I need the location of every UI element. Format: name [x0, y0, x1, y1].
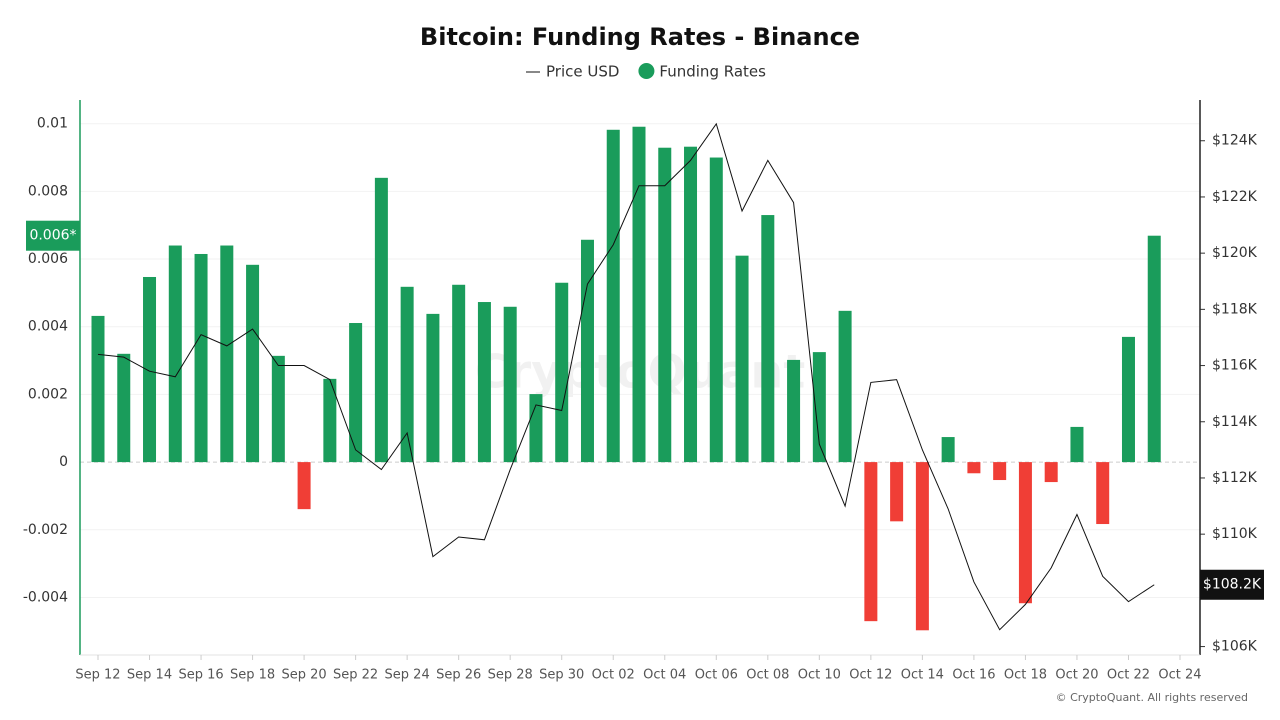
bar [787, 359, 801, 463]
bar [117, 353, 131, 463]
x-tick-label: Sep 24 [385, 668, 430, 683]
bar [503, 306, 517, 463]
bar [967, 462, 981, 474]
y2-tick-label: $112K [1212, 470, 1258, 486]
bar [993, 462, 1007, 481]
bar [761, 215, 775, 463]
x-tick-label: Sep 30 [539, 668, 584, 683]
bar [1121, 336, 1135, 463]
y2-tick-label: $120K [1212, 245, 1258, 261]
bar [709, 157, 723, 463]
bar [1018, 462, 1032, 604]
y-tick-label: 0 [59, 454, 68, 470]
bar [838, 310, 852, 463]
footer: © CryptoQuant. All rights reserved [1056, 691, 1248, 704]
bar [452, 284, 466, 463]
bar [246, 264, 260, 463]
y-tick-label: 0.008 [28, 183, 68, 199]
bar [684, 146, 698, 463]
x-tick-label: Oct 08 [746, 668, 789, 683]
bar [400, 286, 414, 463]
bar [1096, 462, 1110, 525]
bar [915, 462, 929, 631]
x-tick-label: Sep 26 [436, 668, 481, 683]
y2-tick-label: $114K [1212, 414, 1258, 430]
x-tick-label: Sep 18 [230, 668, 275, 683]
bar [735, 255, 749, 463]
bar [658, 147, 672, 463]
bar [580, 239, 594, 463]
bar [297, 462, 311, 510]
bar [168, 245, 182, 463]
y2-tick-label: $110K [1212, 526, 1258, 542]
chart-title: Bitcoin: Funding Rates - Binance [420, 23, 860, 51]
bar [812, 352, 826, 463]
x-tick-label: Oct 14 [901, 668, 944, 683]
y2-tick-label: $106K [1212, 639, 1258, 655]
bar [555, 282, 569, 463]
y-tick-label: 0.01 [37, 116, 68, 132]
y-tick-label: 0.006 [28, 251, 68, 267]
bar [374, 177, 388, 463]
bar [426, 313, 440, 463]
x-tick-label: Oct 12 [849, 668, 892, 683]
x-tick-label: Sep 28 [488, 668, 533, 683]
bar [632, 126, 646, 463]
price-line [97, 122, 1155, 631]
funding-badge [26, 220, 80, 251]
bar [349, 323, 363, 463]
bar [890, 462, 904, 522]
x-tick-label: Sep 14 [127, 668, 172, 683]
price-badge [1200, 569, 1264, 600]
y2-tick-label: $118K [1212, 301, 1258, 317]
bar [143, 276, 157, 463]
bar [323, 378, 337, 463]
x-tick-label: Oct 20 [1055, 668, 1098, 683]
bar [941, 437, 955, 463]
bar [271, 355, 285, 463]
x-tick-label: Oct 02 [592, 668, 635, 683]
y-tick-label: -0.002 [23, 522, 68, 538]
x-tick-label: Oct 22 [1107, 668, 1150, 683]
bar [477, 302, 491, 463]
bar [1070, 426, 1084, 463]
x-tick-label: Oct 06 [695, 668, 738, 683]
x-tick-label: Oct 24 [1158, 668, 1201, 683]
y-tick-label: -0.004 [23, 589, 68, 605]
legend-dot [638, 63, 655, 79]
x-tick-label: Sep 20 [282, 668, 327, 683]
bar [864, 462, 878, 622]
legend-label: Funding Rates [659, 63, 766, 81]
x-tick-label: Sep 16 [178, 668, 223, 683]
funding-badge-label: 0.006* [29, 228, 76, 244]
bar [91, 315, 105, 463]
price-badge-label: $108.2K [1203, 577, 1262, 593]
x-tick-label: Oct 10 [798, 668, 841, 683]
y2-tick-label: $124K [1212, 133, 1258, 149]
x-tick-label: Oct 18 [1004, 668, 1047, 683]
bar [1147, 235, 1161, 463]
y2-tick-label: $116K [1212, 358, 1258, 374]
legend-label: Price USD [546, 63, 619, 81]
bar [220, 245, 234, 463]
x-tick-label: Sep 22 [333, 668, 378, 683]
y-tick-label: 0.004 [28, 319, 68, 335]
bar [606, 129, 620, 463]
x-tick-label: Oct 04 [643, 668, 686, 683]
x-tick-label: Sep 12 [75, 668, 120, 683]
x-tick-label: Oct 16 [952, 668, 995, 683]
bar [1044, 462, 1058, 483]
y-tick-label: 0.002 [28, 386, 68, 402]
bar [194, 253, 208, 463]
y2-tick-label: $122K [1212, 189, 1258, 205]
bar [529, 394, 543, 463]
